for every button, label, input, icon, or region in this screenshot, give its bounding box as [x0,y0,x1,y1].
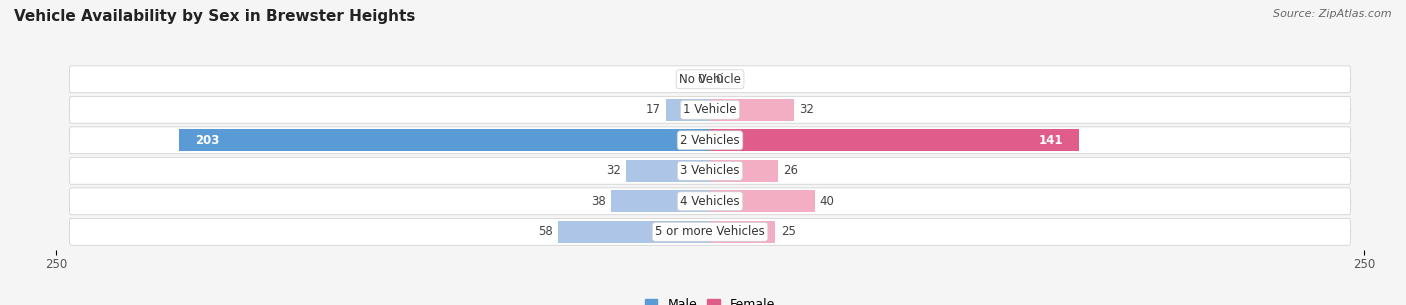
Text: 2 Vehicles: 2 Vehicles [681,134,740,147]
Text: 58: 58 [538,225,553,238]
FancyBboxPatch shape [69,157,1351,184]
Text: No Vehicle: No Vehicle [679,73,741,86]
Bar [626,160,710,182]
Bar [610,190,710,212]
Bar [179,129,710,151]
Bar [710,160,778,182]
Text: 5 or more Vehicles: 5 or more Vehicles [655,225,765,238]
Text: 203: 203 [195,134,219,147]
FancyBboxPatch shape [69,96,1351,123]
FancyBboxPatch shape [69,127,1351,154]
FancyBboxPatch shape [69,188,1351,215]
Text: 25: 25 [780,225,796,238]
Bar [558,221,710,243]
Text: 141: 141 [1039,134,1063,147]
FancyBboxPatch shape [69,218,1351,245]
Text: 40: 40 [820,195,835,208]
Text: 1 Vehicle: 1 Vehicle [683,103,737,116]
FancyBboxPatch shape [69,66,1351,93]
Text: 4 Vehicles: 4 Vehicles [681,195,740,208]
Bar [710,190,814,212]
Bar [710,129,1078,151]
Text: Vehicle Availability by Sex in Brewster Heights: Vehicle Availability by Sex in Brewster … [14,9,415,24]
Text: 17: 17 [645,103,661,116]
Text: 26: 26 [783,164,799,177]
Text: 0: 0 [697,73,704,86]
Text: 0: 0 [716,73,723,86]
Text: Source: ZipAtlas.com: Source: ZipAtlas.com [1274,9,1392,19]
Text: 3 Vehicles: 3 Vehicles [681,164,740,177]
Bar [710,221,776,243]
Bar [710,99,794,121]
Text: 32: 32 [799,103,814,116]
Legend: Male, Female: Male, Female [640,293,780,305]
Text: 38: 38 [591,195,606,208]
Text: 32: 32 [606,164,621,177]
Bar [665,99,710,121]
